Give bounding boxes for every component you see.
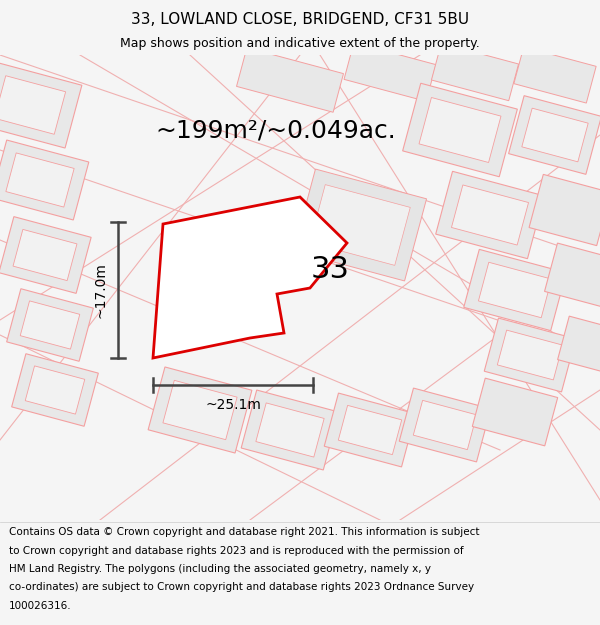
- Polygon shape: [163, 381, 237, 439]
- Polygon shape: [403, 83, 517, 177]
- Text: Map shows position and indicative extent of the property.: Map shows position and indicative extent…: [120, 38, 480, 51]
- Polygon shape: [293, 169, 427, 281]
- Text: to Crown copyright and database rights 2023 and is reproduced with the permissio: to Crown copyright and database rights 2…: [9, 546, 464, 556]
- Text: ~17.0m: ~17.0m: [93, 262, 107, 318]
- Polygon shape: [464, 249, 566, 331]
- Text: ~199m²/~0.049ac.: ~199m²/~0.049ac.: [155, 118, 396, 142]
- Polygon shape: [484, 318, 576, 392]
- Polygon shape: [153, 197, 347, 358]
- Polygon shape: [0, 76, 65, 134]
- Polygon shape: [472, 378, 557, 446]
- Polygon shape: [522, 108, 588, 162]
- Polygon shape: [25, 366, 85, 414]
- Polygon shape: [514, 47, 596, 103]
- Polygon shape: [0, 217, 91, 293]
- Polygon shape: [20, 301, 80, 349]
- Polygon shape: [431, 43, 518, 101]
- Text: HM Land Registry. The polygons (including the associated geometry, namely x, y: HM Land Registry. The polygons (includin…: [9, 564, 431, 574]
- Text: ~25.1m: ~25.1m: [205, 398, 261, 412]
- Polygon shape: [338, 406, 402, 454]
- Text: Contains OS data © Crown copyright and database right 2021. This information is : Contains OS data © Crown copyright and d…: [9, 528, 479, 538]
- Text: 33: 33: [311, 256, 349, 284]
- Text: 100026316.: 100026316.: [9, 601, 71, 611]
- Polygon shape: [6, 153, 74, 207]
- Polygon shape: [399, 388, 491, 462]
- Polygon shape: [451, 185, 529, 245]
- Polygon shape: [11, 354, 98, 426]
- Polygon shape: [344, 42, 436, 101]
- Text: 33, LOWLAND CLOSE, BRIDGEND, CF31 5BU: 33, LOWLAND CLOSE, BRIDGEND, CF31 5BU: [131, 12, 469, 27]
- Polygon shape: [413, 401, 477, 449]
- Polygon shape: [478, 262, 551, 318]
- Polygon shape: [436, 171, 544, 259]
- Polygon shape: [256, 403, 324, 457]
- Polygon shape: [13, 229, 77, 281]
- Polygon shape: [148, 367, 252, 453]
- Polygon shape: [509, 96, 600, 174]
- Polygon shape: [310, 184, 410, 266]
- Polygon shape: [497, 330, 563, 380]
- Polygon shape: [557, 316, 600, 374]
- Text: co-ordinates) are subject to Crown copyright and database rights 2023 Ordnance S: co-ordinates) are subject to Crown copyr…: [9, 582, 474, 592]
- Polygon shape: [236, 48, 343, 112]
- Polygon shape: [545, 243, 600, 307]
- Polygon shape: [419, 98, 501, 162]
- Polygon shape: [0, 62, 82, 148]
- Polygon shape: [324, 393, 416, 467]
- Polygon shape: [0, 140, 89, 220]
- Polygon shape: [529, 174, 600, 246]
- Polygon shape: [241, 390, 339, 470]
- Polygon shape: [7, 289, 94, 361]
